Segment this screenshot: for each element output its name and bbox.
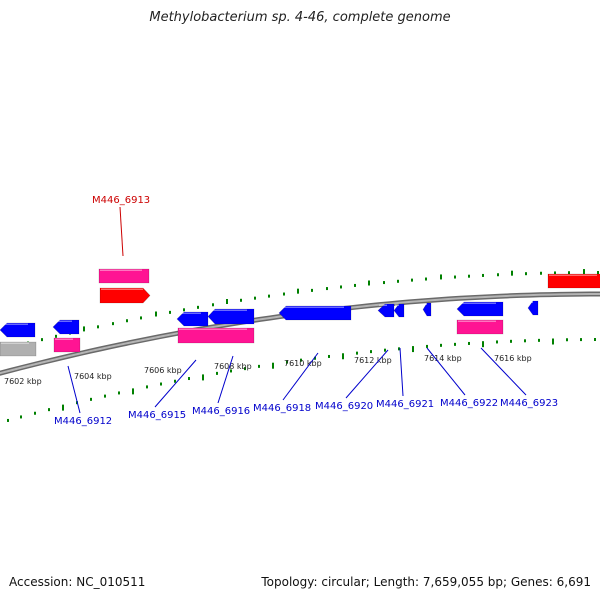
reverse-cds-feature <box>393 303 405 318</box>
gene-label-leader <box>282 352 319 401</box>
gene-label-leader <box>426 347 466 396</box>
reverse-rna-feature <box>53 337 81 353</box>
gene-label: M446_6912 <box>54 416 112 427</box>
scale-tick-label: 7608 kbp <box>214 362 252 371</box>
reverse-cds-feature <box>207 308 255 325</box>
gene-label: M446_6923 <box>500 398 558 409</box>
scale-tick-label: 7604 kbp <box>74 372 112 381</box>
genome-summary: Topology: circular; Length: 7,659,055 bp… <box>261 575 591 589</box>
scale-tick-label: 7606 kbp <box>144 366 182 375</box>
reverse-cds-feature <box>278 305 352 321</box>
scale-tick-label: 7616 kbp <box>494 354 532 363</box>
reverse-rna-feature <box>456 319 504 335</box>
gene-label-leader <box>217 355 234 404</box>
scale-tick-label: 7610 kbp <box>284 359 322 368</box>
gene-label: M446_6915 <box>128 410 186 421</box>
accession-label: Accession: NC_010511 <box>9 575 146 589</box>
reverse-rna-feature <box>177 327 255 344</box>
reverse-cds-feature <box>52 319 80 335</box>
reverse-cds-feature <box>422 302 432 317</box>
reverse-cds-feature <box>377 303 395 318</box>
map-title: Methylobacterium sp. 4-46, complete geno… <box>149 10 451 25</box>
gene-label: M446_6913 <box>92 195 150 206</box>
gene-label: M446_6918 <box>253 403 311 414</box>
gene-label-leader <box>399 347 404 397</box>
reverse-cds-feature <box>176 311 209 327</box>
gene-label-leader <box>480 347 527 396</box>
gene-label: M446_6922 <box>440 398 498 409</box>
forward-cds-feature <box>99 287 151 304</box>
reverse-cds-feature <box>527 300 539 316</box>
gene-label: M446_6920 <box>315 401 373 412</box>
scale-tick-label: 7612 kbp <box>354 356 392 365</box>
pseudo-feature <box>0 341 37 357</box>
gene-label-leader <box>67 365 81 414</box>
gene-label-leader <box>345 349 389 399</box>
gene-label-leader <box>154 359 197 408</box>
reverse-cds-feature <box>456 301 504 317</box>
reverse-cds-feature <box>0 322 36 338</box>
gene-label-leader <box>119 206 124 257</box>
gene-label: M446_6916 <box>192 406 250 417</box>
scale-tick-label: 7602 kbp <box>4 377 42 386</box>
forward-cds-feature <box>547 273 600 289</box>
forward-rna-feature <box>98 268 150 284</box>
scale-tick-label: 7614 kbp <box>424 354 462 363</box>
gene-label: M446_6921 <box>376 399 434 410</box>
